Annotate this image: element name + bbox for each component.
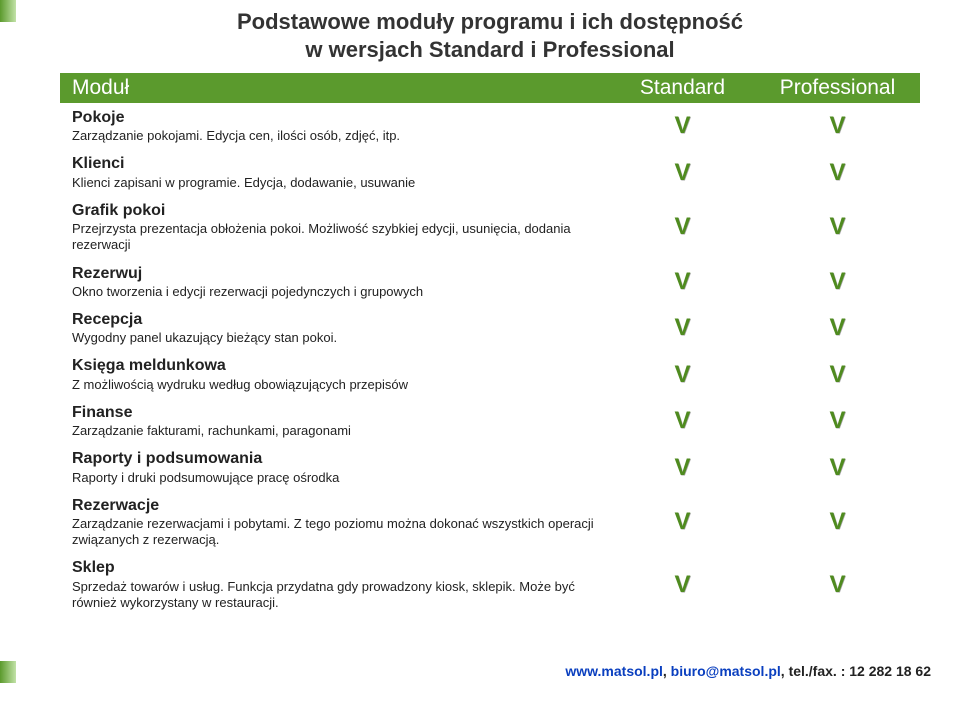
module-cell: RezerwacjeZarządzanie rezerwacjami i pob… [60, 496, 610, 549]
check-icon: V [829, 314, 845, 341]
table-header: Moduł Standard Professional [60, 73, 920, 103]
table-row: PokojeZarządzanie pokojami. Edycja cen, … [60, 103, 920, 149]
header-professional: Professional [755, 76, 920, 100]
footer-sep1: , [663, 663, 671, 679]
table-row: FinanseZarządzanie fakturami, rachunkami… [60, 398, 920, 444]
table-row: RezerwujOkno tworzenia i edycji rezerwac… [60, 259, 920, 305]
module-cell: Klienci Klienci zapisani w programie. Edy… [60, 154, 610, 190]
standard-cell: V [610, 316, 755, 340]
module-desc: Okno tworzenia i edycji rezerwacji pojed… [72, 284, 610, 300]
standard-cell: V [610, 161, 755, 185]
module-title: Recepcja [72, 310, 610, 329]
check-icon: V [829, 268, 845, 295]
check-icon: V [829, 454, 845, 481]
module-cell: RezerwujOkno tworzenia i edycji rezerwac… [60, 264, 610, 300]
standard-cell: V [610, 215, 755, 239]
professional-cell: V [755, 215, 920, 239]
standard-cell: V [610, 573, 755, 597]
module-desc: Raporty i druki podsumowujące pracę ośro… [72, 470, 610, 486]
module-title: Rezerwuj [72, 264, 610, 283]
table-row: Sklep Sprzedaż towarów i usług. Funkcja p… [60, 553, 920, 616]
table-body: PokojeZarządzanie pokojami. Edycja cen, … [60, 103, 920, 616]
title-line-1: Podstawowe moduły programu i ich dostępn… [237, 9, 743, 34]
check-icon: V [674, 454, 690, 481]
check-icon: V [674, 268, 690, 295]
page-content: Podstawowe moduły programu i ich dostępn… [60, 8, 920, 616]
check-icon: V [829, 361, 845, 388]
table-row: Grafik pokoiPrzejrzysta prezentacja obło… [60, 196, 920, 259]
module-title: Rezerwacje [72, 496, 610, 515]
title-line-2: w wersjach Standard i Professional [305, 37, 674, 62]
check-icon: V [829, 159, 845, 186]
check-icon: V [674, 407, 690, 434]
table-row: Raporty i podsumowania Raporty i druki po… [60, 444, 920, 490]
check-icon: V [674, 159, 690, 186]
module-desc: Klienci zapisani w programie. Edycja, do… [72, 175, 610, 191]
gradient-bar-top [0, 0, 16, 22]
module-title: Księga meldunkowa [72, 356, 610, 375]
check-icon: V [829, 213, 845, 240]
table-row: RezerwacjeZarządzanie rezerwacjami i pob… [60, 491, 920, 554]
module-desc: Wygodny panel ukazujący bieżący stan pok… [72, 330, 610, 346]
footer: www.matsol.pl, biuro@matsol.pl, tel./fax… [565, 663, 931, 679]
standard-cell: V [610, 456, 755, 480]
module-title: Grafik pokoi [72, 201, 610, 220]
check-icon: V [674, 213, 690, 240]
header-standard: Standard [610, 76, 755, 100]
header-module: Moduł [60, 76, 610, 100]
standard-cell: V [610, 409, 755, 433]
gradient-bar-bottom [0, 661, 16, 683]
module-desc: Z możliwością wydruku według obowiązując… [72, 377, 610, 393]
check-icon: V [829, 571, 845, 598]
footer-sep2: , [781, 663, 789, 679]
module-cell: Grafik pokoiPrzejrzysta prezentacja obło… [60, 201, 610, 254]
table-row: Księga meldunkowa Z możliwością wydruku w… [60, 351, 920, 397]
professional-cell: V [755, 270, 920, 294]
module-cell: RecepcjaWygodny panel ukazujący bieżący … [60, 310, 610, 346]
standard-cell: V [610, 510, 755, 534]
footer-link-website[interactable]: www.matsol.pl [565, 663, 663, 679]
footer-link-email[interactable]: biuro@matsol.pl [671, 663, 781, 679]
module-cell: FinanseZarządzanie fakturami, rachunkami… [60, 403, 610, 439]
check-icon: V [674, 508, 690, 535]
module-title: Finanse [72, 403, 610, 422]
module-cell: Raporty i podsumowania Raporty i druki po… [60, 449, 610, 485]
module-desc: Zarządzanie rezerwacjami i pobytami. Z t… [72, 516, 610, 549]
standard-cell: V [610, 114, 755, 138]
professional-cell: V [755, 363, 920, 387]
professional-cell: V [755, 573, 920, 597]
table-row: Klienci Klienci zapisani w programie. Edy… [60, 149, 920, 195]
module-desc: Przejrzysta prezentacja obłożenia pokoi.… [72, 221, 610, 254]
standard-cell: V [610, 363, 755, 387]
professional-cell: V [755, 456, 920, 480]
professional-cell: V [755, 114, 920, 138]
module-cell: Księga meldunkowa Z możliwością wydruku w… [60, 356, 610, 392]
standard-cell: V [610, 270, 755, 294]
module-title: Klienci [72, 154, 610, 173]
check-icon: V [674, 112, 690, 139]
module-title: Raporty i podsumowania [72, 449, 610, 468]
professional-cell: V [755, 409, 920, 433]
check-icon: V [829, 508, 845, 535]
professional-cell: V [755, 510, 920, 534]
page-title: Podstawowe moduły programu i ich dostępn… [110, 8, 870, 63]
check-icon: V [829, 112, 845, 139]
module-title: Pokoje [72, 108, 610, 127]
module-title: Sklep [72, 558, 610, 577]
check-icon: V [674, 314, 690, 341]
check-icon: V [674, 571, 690, 598]
professional-cell: V [755, 161, 920, 185]
module-desc: Zarządzanie pokojami. Edycja cen, ilości… [72, 128, 610, 144]
check-icon: V [829, 407, 845, 434]
footer-tel-label: tel./fax. : [789, 663, 850, 679]
module-cell: PokojeZarządzanie pokojami. Edycja cen, … [60, 108, 610, 144]
table-row: RecepcjaWygodny panel ukazujący bieżący … [60, 305, 920, 351]
module-cell: Sklep Sprzedaż towarów i usług. Funkcja p… [60, 558, 610, 611]
module-desc: Sprzedaż towarów i usług. Funkcja przyda… [72, 579, 610, 612]
professional-cell: V [755, 316, 920, 340]
footer-tel: 12 282 18 62 [849, 663, 931, 679]
check-icon: V [674, 361, 690, 388]
module-desc: Zarządzanie fakturami, rachunkami, parag… [72, 423, 610, 439]
